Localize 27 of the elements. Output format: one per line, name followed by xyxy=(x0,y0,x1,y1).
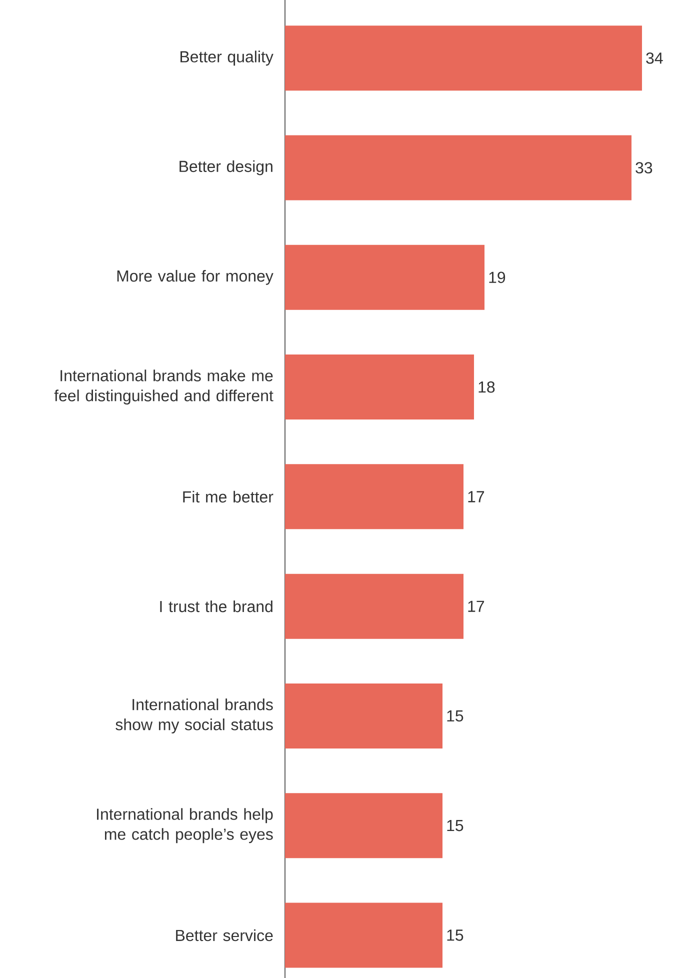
bar xyxy=(284,793,442,858)
bar xyxy=(284,574,464,639)
y-tick-label: International brands show my social status xyxy=(116,698,273,734)
y-tick-label: Fit me better xyxy=(183,490,274,503)
y-tick-label: Better quality xyxy=(180,50,274,66)
data-label: 17 xyxy=(468,600,484,612)
y-tick-label: International brands help me catch people’s eyes xyxy=(97,808,273,844)
data-label: 33 xyxy=(636,162,652,174)
bar xyxy=(284,683,442,748)
data-label: 15 xyxy=(447,930,464,941)
y-tick-label: I trust the brand xyxy=(160,600,272,612)
bar xyxy=(284,354,474,420)
data-label: 19 xyxy=(489,272,506,284)
data-label: 17 xyxy=(468,491,484,502)
bar xyxy=(284,26,642,91)
data-label: 15 xyxy=(447,820,464,832)
bar xyxy=(284,464,464,530)
data-label: 34 xyxy=(646,52,663,64)
y-tick-label: Better service xyxy=(176,929,273,942)
bar xyxy=(284,135,632,200)
bar xyxy=(284,244,484,310)
y-tick-label: International brands make me feel distinguished and different xyxy=(54,370,274,405)
data-label: 18 xyxy=(478,381,495,393)
data-label: 15 xyxy=(447,710,464,722)
bar xyxy=(284,902,442,968)
y-tick-label: Better design xyxy=(180,160,272,176)
y-tick-label: More value for money xyxy=(117,270,274,285)
